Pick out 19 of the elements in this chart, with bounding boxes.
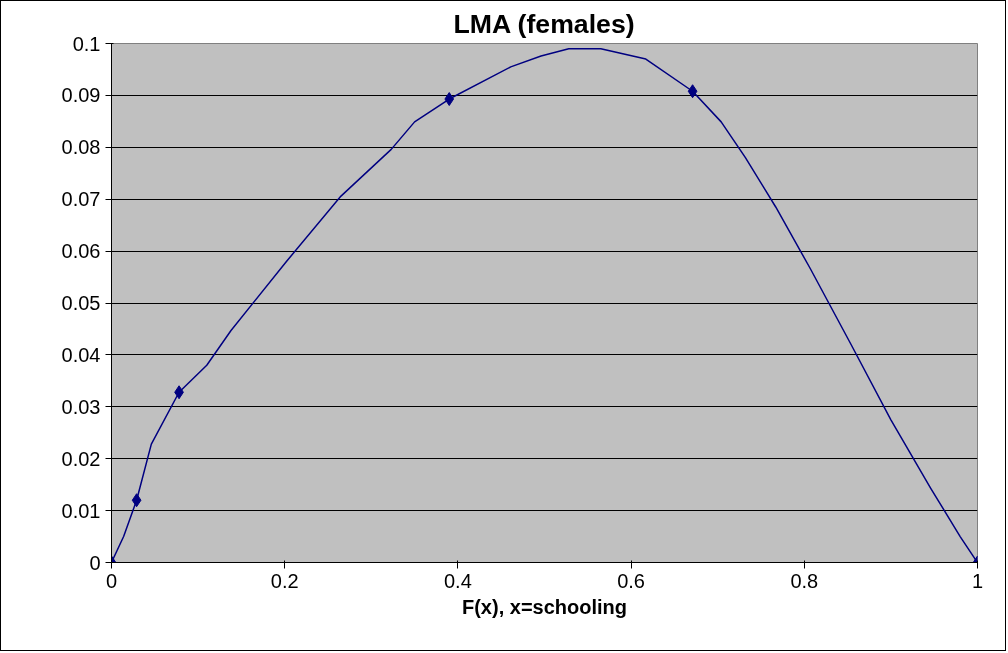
- x-tick-label: 0.6: [617, 569, 646, 592]
- x-tick-label: 1: [971, 569, 984, 592]
- y-tick-label: 0.04: [61, 343, 101, 366]
- y-tick-label: 0.03: [61, 395, 101, 418]
- y-tick-label: 0.01: [61, 499, 101, 522]
- y-tick-label: 0.08: [61, 136, 101, 159]
- x-tick-label: 0.8: [790, 569, 819, 592]
- y-tick-label: 0.05: [61, 292, 101, 314]
- y-tick-label: 0.1: [72, 32, 101, 55]
- x-tick-label: 0: [105, 569, 118, 592]
- y-tick-label: 0.02: [61, 447, 101, 470]
- y-tick-label: 0.07: [61, 188, 101, 211]
- chart-title: LMA (females): [453, 8, 635, 39]
- x-tick-label: 0.2: [270, 569, 299, 592]
- y-tick-label: 0.06: [61, 240, 101, 263]
- y-tick-label: 0.09: [61, 84, 101, 107]
- x-axis-title: F(x), x=schooling: [461, 595, 628, 618]
- y-tick-label: 0: [89, 551, 101, 574]
- x-tick-label: 0.4: [444, 569, 472, 592]
